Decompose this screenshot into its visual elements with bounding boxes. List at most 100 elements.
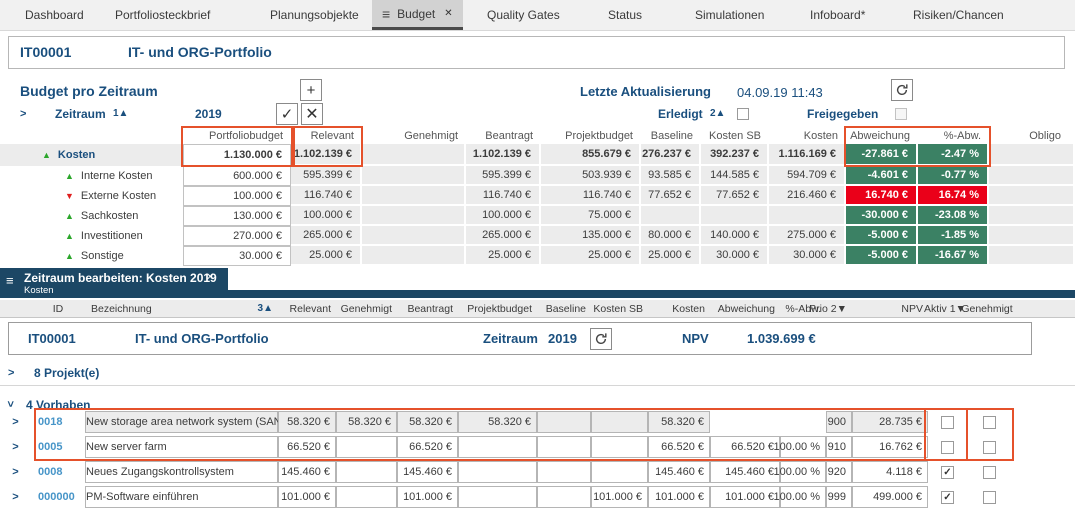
column-header-kosten-sb[interactable]: Kosten SB — [709, 130, 761, 142]
row-expand-chevron[interactable]: > — [0, 486, 36, 508]
cell-prio[interactable]: 900 — [826, 411, 852, 433]
cell-beantragt[interactable]: 101.000 € — [397, 486, 458, 508]
nav-tab-simulationen[interactable]: Simulationen — [695, 8, 765, 22]
cell-portfoliobudget[interactable]: 130.000 € — [183, 206, 291, 226]
panel2-tab-close-icon[interactable]: ✕ — [206, 272, 215, 283]
nav-tab-status[interactable]: Status — [608, 8, 643, 22]
column-header-genehmigt[interactable]: Genehmigt — [340, 302, 392, 315]
cell-portfoliobudget[interactable]: 270.000 € — [183, 226, 291, 246]
nav-tab-dashboard[interactable]: Dashboard — [25, 8, 84, 22]
column-header-id[interactable]: ID — [52, 302, 64, 315]
panel2-tab[interactable]: ≡ Zeitraum bearbeiten: Kosten 2019 ✕ Kos… — [0, 268, 228, 298]
nav-tab-risiken-chancen[interactable]: Risiken/Chancen — [913, 8, 1004, 22]
column-header-baseline[interactable]: Baseline — [650, 130, 693, 142]
row-label-cell[interactable]: ▲ Sachkosten — [0, 206, 183, 226]
summary-refresh-icon[interactable] — [590, 328, 612, 350]
cell-relevant[interactable]: 58.320 € — [278, 411, 336, 433]
genehmigt-checkbox[interactable] — [983, 465, 996, 479]
cell-bezeichnung[interactable]: New storage area network system (SAN) — [85, 411, 285, 433]
add-zeitraum-button[interactable]: + — [300, 79, 322, 101]
column-header-genehmigt[interactable]: Genehmigt — [404, 130, 458, 142]
cell-pabw[interactable]: 100.00 % — [774, 486, 826, 508]
cell-kosten-sb[interactable] — [591, 461, 648, 483]
aktiv-checkbox[interactable]: ✓ — [941, 465, 954, 479]
column-header-abweichung[interactable]: Abweichung — [850, 130, 910, 142]
erledigt-checkbox[interactable] — [737, 108, 749, 120]
column-header-prio-2-[interactable]: Prio 2▼ — [809, 302, 847, 315]
column-header-kosten[interactable]: Kosten — [672, 302, 705, 315]
column-header-obligo[interactable]: Obligo — [1029, 130, 1061, 142]
delete-button[interactable]: ✕ — [301, 103, 323, 125]
genehmigt-checkbox[interactable] — [983, 415, 996, 429]
cell-beantragt[interactable]: 66.520 € — [397, 436, 458, 458]
cell-projektbudget[interactable] — [458, 486, 537, 508]
cell-abweichung[interactable]: 145.460 € — [710, 461, 780, 483]
vorhaben-group-label[interactable]: 4 Vorhaben — [26, 398, 91, 412]
cell-kosten[interactable]: 58.320 € — [648, 411, 710, 433]
cell-npv[interactable]: 28.735 € — [852, 411, 928, 433]
cell-genehmigt[interactable] — [336, 436, 397, 458]
cell-portfoliobudget[interactable]: 1.130.000 € — [183, 144, 291, 166]
row-label-cell[interactable]: ▲ Sonstige — [0, 246, 183, 266]
cell-bezeichnung[interactable]: PM-Software einführen — [85, 486, 278, 508]
cell-portfoliobudget[interactable]: 600.000 € — [183, 166, 291, 186]
column-header-npv[interactable]: NPV — [901, 302, 923, 315]
nav-tab-portfoliosteckbrief[interactable]: Portfoliosteckbrief — [115, 8, 211, 22]
cell-kosten-sb[interactable]: 101.000 € — [591, 486, 648, 508]
cell-kosten-sb[interactable] — [591, 411, 648, 433]
row-expand-chevron[interactable]: > — [0, 411, 36, 433]
row-id-cell[interactable]: 0005 — [36, 436, 85, 458]
cell-portfoliobudget[interactable]: 30.000 € — [183, 246, 291, 266]
cell-kosten[interactable]: 101.000 € — [648, 486, 710, 508]
row-expand-chevron[interactable]: > — [0, 436, 36, 458]
cell-abweichung[interactable]: 66.520 € — [710, 436, 780, 458]
zeitraum-expand-chevron[interactable]: > — [20, 108, 27, 120]
nav-tab-budget[interactable]: ≡ Budget ✕ — [372, 0, 463, 30]
cell-baseline[interactable] — [537, 461, 591, 483]
projekte-expand-chevron[interactable]: > — [8, 367, 15, 379]
nav-tab-infoboard-[interactable]: Infoboard* — [810, 8, 866, 22]
cell-beantragt[interactable]: 145.460 € — [397, 461, 458, 483]
cell-genehmigt[interactable]: 58.320 € — [336, 411, 397, 433]
cell-baseline[interactable] — [537, 411, 591, 433]
row-id-cell[interactable]: 0008 — [36, 461, 85, 483]
aktiv-checkbox[interactable] — [941, 415, 954, 429]
cell-projektbudget[interactable] — [458, 461, 537, 483]
cell-genehmigt[interactable] — [336, 486, 397, 508]
row-id-link[interactable]: 0005 — [38, 441, 63, 453]
cell-prio[interactable]: 920 — [826, 461, 852, 483]
cell-relevant[interactable]: 66.520 € — [278, 436, 336, 458]
zeitraum-year[interactable]: 2019 — [195, 107, 222, 121]
row-id-link[interactable]: 0008 — [38, 466, 63, 478]
row-label-cell[interactable]: ▲ Investitionen — [0, 226, 183, 246]
vorhaben-collapse-chevron[interactable]: > — [4, 400, 17, 408]
column-header--abw-[interactable]: %-Abw. — [943, 130, 981, 142]
cell-kosten[interactable]: 145.460 € — [648, 461, 710, 483]
column-header-projektbudget[interactable]: Projektbudget — [467, 302, 532, 315]
refresh-icon[interactable] — [891, 79, 913, 101]
row-label-cell[interactable]: ▲ Kosten — [0, 144, 183, 166]
column-header-relevant[interactable]: Relevant — [289, 302, 331, 315]
close-icon[interactable]: ✕ — [444, 8, 453, 19]
nav-tab-quality-gates[interactable]: Quality Gates — [487, 8, 560, 22]
row-label-cell[interactable]: ▼ Externe Kosten — [0, 186, 183, 206]
cell-pabw[interactable]: 100.00 % — [774, 436, 826, 458]
menu-icon[interactable]: ≡ — [6, 273, 14, 288]
row-id-link[interactable]: 0018 — [38, 416, 63, 428]
cell-abweichung[interactable]: 101.000 € — [710, 486, 780, 508]
cell-baseline[interactable] — [537, 486, 591, 508]
column-header-genehmigt[interactable]: Genehmigt — [961, 302, 1013, 315]
column-header-beantragt[interactable]: Beantragt — [407, 302, 453, 315]
genehmigt-checkbox[interactable] — [983, 490, 996, 504]
confirm-button[interactable]: ✓ — [276, 103, 298, 125]
column-header-baseline[interactable]: Baseline — [545, 302, 586, 315]
cell-kosten[interactable]: 66.520 € — [648, 436, 710, 458]
column-header-kosten[interactable]: Kosten — [803, 130, 838, 142]
column-header-projektbudget[interactable]: Projektbudget — [565, 130, 633, 142]
cell-bezeichnung[interactable]: Neues Zugangskontrollsystem — [85, 461, 278, 483]
genehmigt-checkbox[interactable] — [983, 440, 996, 454]
cell-npv[interactable]: 4.118 € — [852, 461, 928, 483]
cell-npv[interactable]: 16.762 € — [852, 436, 928, 458]
column-header-abweichung[interactable]: Abweichung — [717, 302, 775, 315]
row-id-cell[interactable]: 000000 — [36, 486, 85, 508]
